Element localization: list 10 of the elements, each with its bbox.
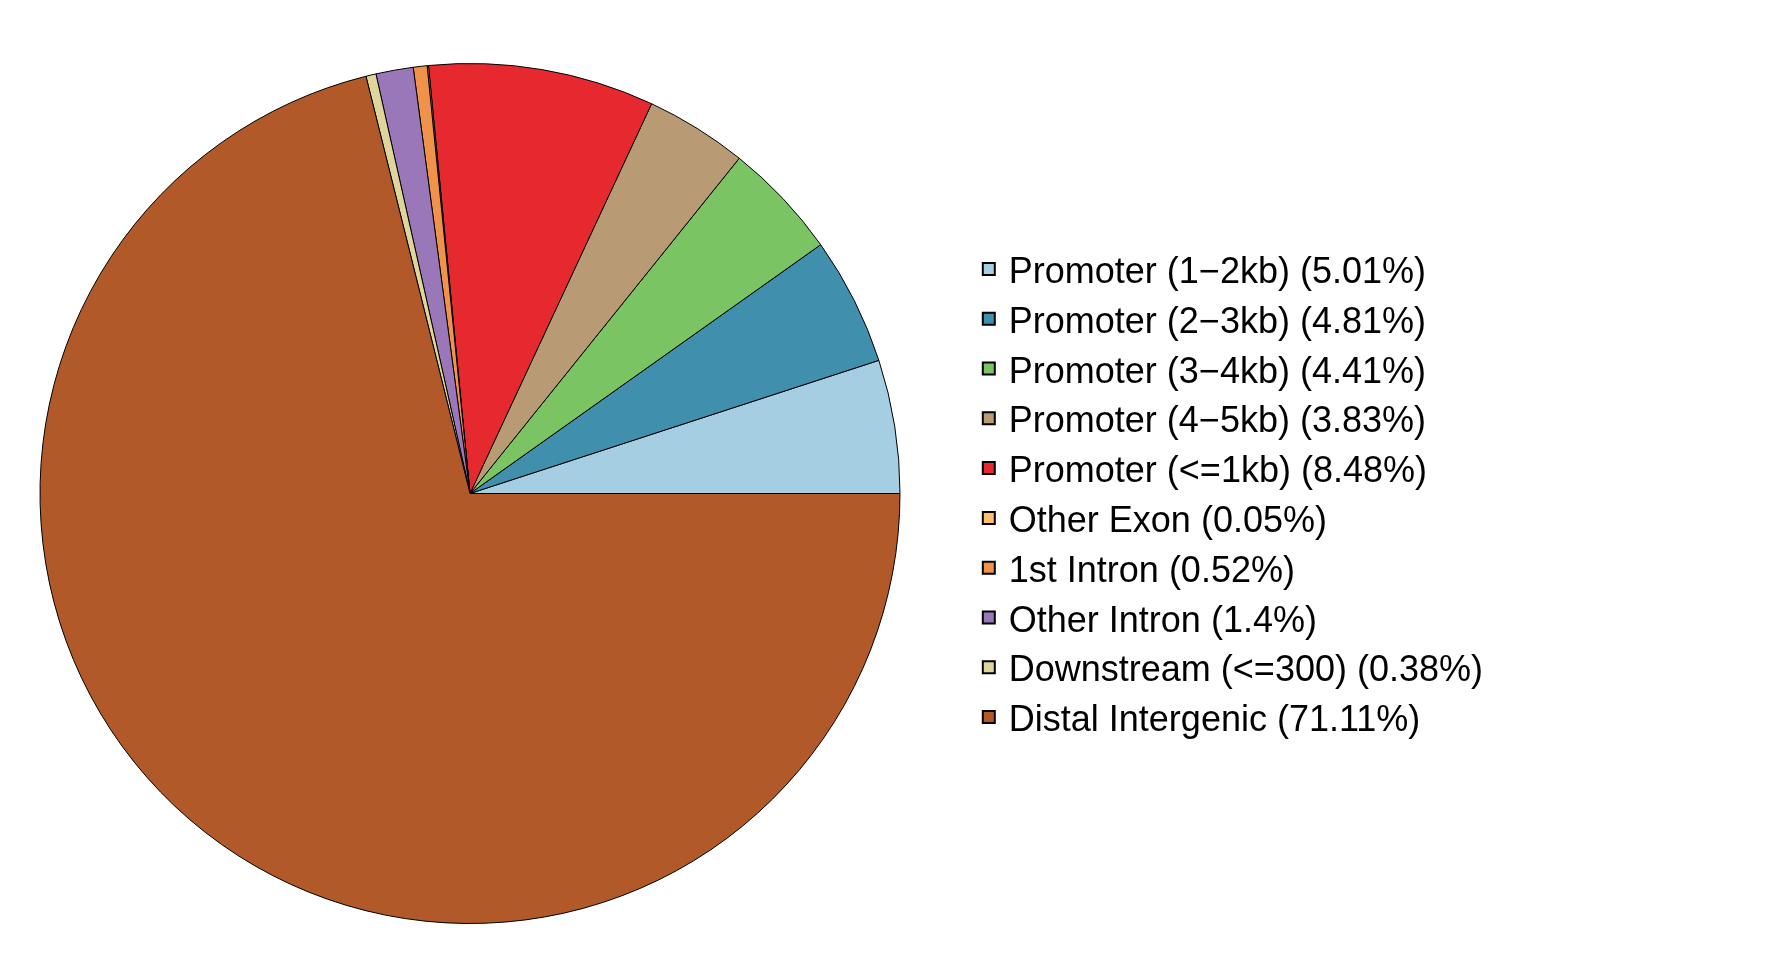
legend-label: Other Exon (0.05%): [1008, 498, 1327, 540]
legend-label: Promoter (4−5kb) (3.83%): [1008, 399, 1426, 441]
legend-label: Promoter (1−2kb) (5.01%): [1008, 249, 1426, 291]
legend-label: Promoter (2−3kb) (4.81%): [1008, 299, 1426, 341]
legend-label: Downstream (<=300) (0.38%): [1008, 648, 1484, 690]
legend-label: Promoter (3−4kb) (4.41%): [1008, 349, 1426, 391]
legend-label: Distal Intergenic (71.11%): [1008, 698, 1421, 740]
legend-label: Other Intron (1.4%): [1008, 598, 1317, 640]
legend-label: 1st Intron (0.52%): [1008, 548, 1295, 590]
legend-label: Promoter (<=1kb) (8.48%): [1008, 449, 1427, 491]
